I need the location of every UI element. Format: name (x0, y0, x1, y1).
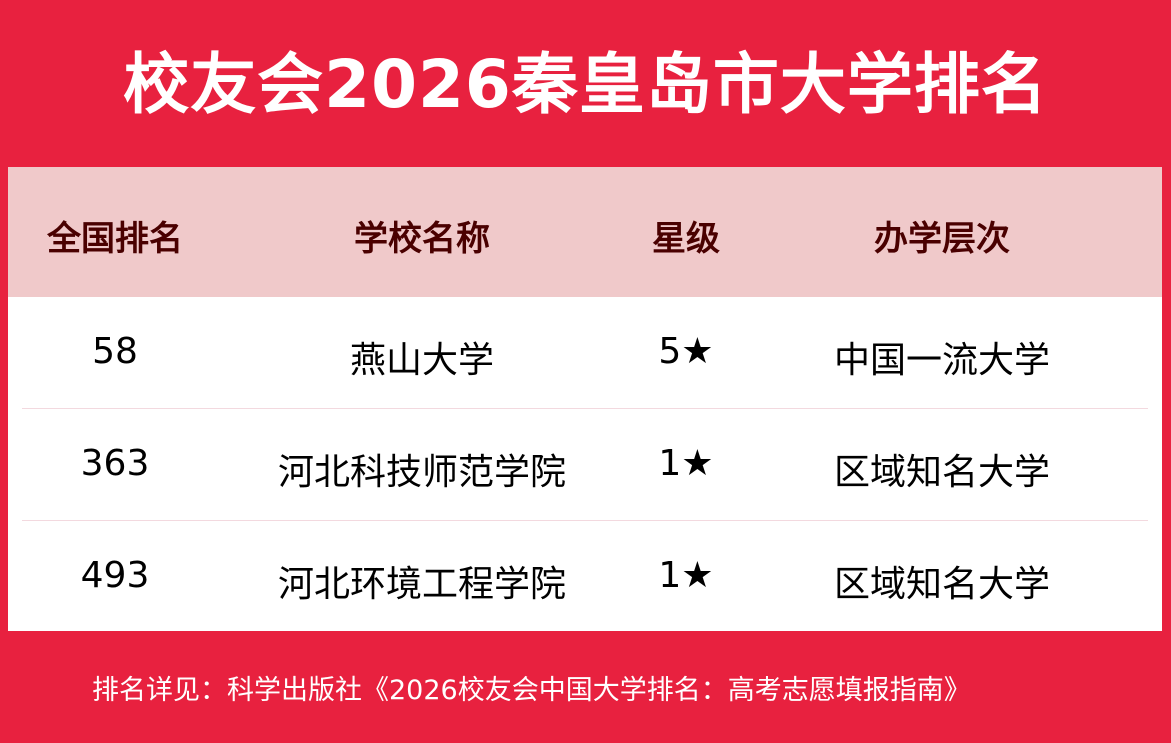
school-name-cell: 燕山大学 (349, 340, 495, 381)
star-cell: 1★ (658, 555, 714, 596)
rank-cell: 493 (80, 555, 150, 596)
header-star-level: 星级 (652, 219, 720, 259)
rank-cell: 58 (92, 331, 138, 372)
level-cell: 中国一流大学 (833, 340, 1051, 381)
ranking-table: 全国排名 学校名称 星级 办学层次 58 燕山大学 5★ 中国一流大学 363 … (8, 167, 1162, 631)
level-cell: 区域知名大学 (833, 564, 1051, 605)
table-row: 493 河北环境工程学院 1★ 区域知名大学 (8, 521, 1162, 632)
source-note: 排名详见：科学出版社《2026校友会中国大学排名：高考志愿填报指南》 (92, 675, 971, 706)
level-cell: 区域知名大学 (833, 452, 1051, 493)
school-name-cell: 河北科技师范学院 (277, 452, 567, 493)
rank-cell: 363 (80, 443, 150, 484)
header-school-level: 办学层次 (874, 219, 1010, 259)
table-row: 58 燕山大学 5★ 中国一流大学 (22, 297, 1148, 409)
table-header: 全国排名 学校名称 星级 办学层次 (8, 167, 1162, 297)
star-cell: 1★ (658, 443, 714, 484)
school-name-cell: 河北环境工程学院 (277, 564, 567, 605)
header-national-rank: 全国排名 (47, 219, 183, 259)
table-row: 363 河北科技师范学院 1★ 区域知名大学 (22, 409, 1148, 521)
header-school-name: 学校名称 (354, 219, 490, 259)
star-cell: 5★ (658, 331, 714, 372)
page-title: 校友会2026秦皇岛市大学排名 (123, 46, 1048, 123)
